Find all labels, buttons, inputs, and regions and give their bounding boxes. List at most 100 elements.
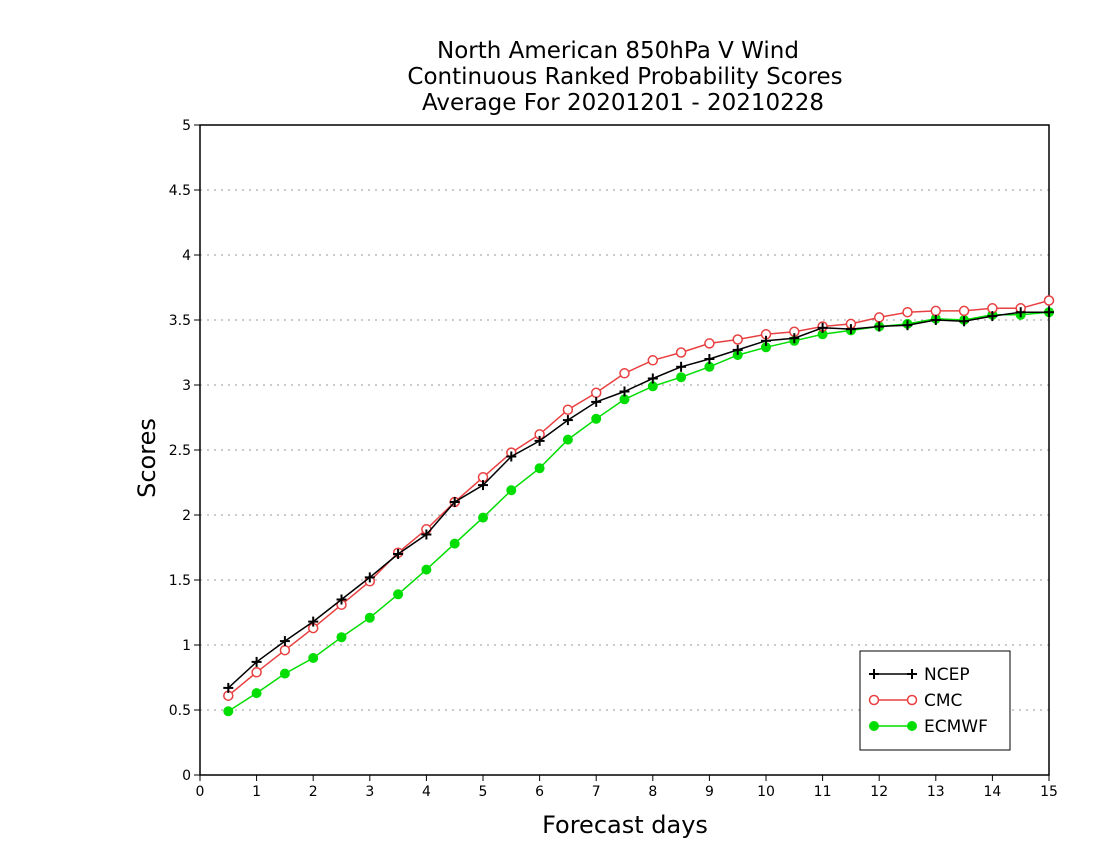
data-point-ncep — [449, 497, 460, 507]
data-point-cmc — [873, 312, 885, 323]
data-point-ncep — [506, 451, 517, 462]
legend-label-cmc: CMC — [924, 691, 962, 711]
x-tick-label: 9 — [705, 784, 714, 800]
data-point-ncep — [732, 344, 743, 355]
data-series — [223, 295, 1055, 717]
chart-title-line-3: Average For 20201201 - 20210228 — [422, 90, 824, 116]
legend-marker-cmc — [906, 694, 918, 706]
x-tick-label: 1 — [252, 784, 261, 800]
data-point-ecmwf — [393, 589, 404, 600]
legend-marker-ecmwf — [907, 721, 917, 731]
data-point-ecmwf — [478, 512, 488, 523]
y-tick-label: 4 — [182, 248, 191, 264]
data-point-ncep — [1015, 307, 1026, 318]
data-point-cmc — [704, 338, 715, 349]
x-tick-label: 4 — [422, 784, 431, 800]
y-tick-label: 3.5 — [169, 313, 191, 329]
chart-title-line-2: Continuous Ranked Probability Scores — [407, 64, 842, 90]
data-point-ecmwf — [562, 434, 573, 445]
data-point-ncep — [704, 354, 715, 364]
series-cmc — [223, 295, 1055, 701]
legend-item-cmc: CMC — [868, 691, 962, 711]
legend-marker-ncep — [869, 669, 879, 679]
data-point-ecmwf — [364, 612, 375, 623]
data-point-ncep — [534, 435, 545, 446]
gridlines — [200, 189, 1049, 711]
data-point-ecmwf — [308, 653, 319, 663]
data-point-ncep — [251, 656, 262, 667]
data-point-ncep — [591, 396, 602, 407]
legend-marker-cmc — [868, 694, 880, 706]
axes: 00.511.522.533.544.550 1 2 3 4 5 6 7 8 9 10 11 12 13 1… — [169, 118, 1058, 800]
legend-label-ecmwf: ECMWF — [924, 717, 988, 737]
data-point-ncep — [761, 335, 771, 346]
data-point-ncep — [364, 572, 375, 583]
data-point-ncep — [619, 386, 630, 397]
data-point-cmc — [732, 334, 743, 345]
x-tick-label: 3 — [365, 784, 374, 800]
x-tick-label: 0 — [196, 784, 205, 800]
legend-item-ecmwf: ECMWF — [869, 717, 988, 737]
x-tick-label: 5 — [479, 784, 488, 800]
y-axis-label: Scores — [133, 418, 161, 498]
data-point-ecmwf — [676, 372, 687, 383]
data-point-ncep — [478, 480, 488, 491]
legend-marker-ecmwf — [869, 721, 879, 731]
y-tick-label: 1.5 — [169, 573, 191, 589]
data-point-ncep — [393, 549, 404, 559]
y-tick-label: 5 — [182, 118, 191, 134]
y-tick-label: 4.5 — [169, 183, 191, 199]
data-point-ncep — [676, 361, 687, 372]
data-point-ecmwf — [336, 632, 347, 643]
data-point-ncep — [874, 321, 885, 332]
data-point-cmc — [251, 667, 262, 678]
y-tick-label: 2.5 — [169, 443, 191, 459]
data-point-ncep — [789, 333, 800, 344]
data-point-ecmwf — [421, 564, 432, 575]
data-point-cmc — [590, 387, 602, 399]
y-tick-label: 0 — [182, 768, 191, 784]
data-point-ncep — [421, 529, 432, 540]
data-point-ecmwf — [506, 485, 517, 496]
data-point-cmc — [1043, 295, 1055, 306]
series-ncep — [223, 307, 1054, 693]
legend-label-ncep: NCEP — [924, 665, 970, 685]
data-point-ncep — [902, 320, 913, 331]
data-point-ncep — [279, 636, 290, 647]
y-tick-label: 3 — [182, 378, 191, 394]
legend-item-ncep: NCEP — [869, 665, 970, 685]
data-point-cmc — [279, 644, 291, 656]
data-point-ecmwf — [251, 688, 262, 699]
x-tick-label: 10 — [757, 784, 775, 800]
x-tick-label: 14 — [983, 784, 1001, 800]
x-tick-label: 11 — [814, 784, 832, 800]
data-point-cmc — [958, 305, 970, 317]
chart-title: North American 850hPa V Wind Continuous … — [407, 38, 842, 116]
series-line-ncep — [227, 311, 1049, 689]
x-tick-label: 13 — [927, 784, 945, 800]
data-point-ncep — [959, 316, 970, 327]
data-point-ncep — [1044, 307, 1054, 318]
data-point-ecmwf — [223, 706, 234, 717]
data-point-cmc — [930, 305, 942, 317]
legend: NCEP CMC ECMWF — [859, 650, 1011, 751]
data-point-cmc — [902, 306, 913, 318]
data-point-ecmwf — [591, 413, 602, 424]
data-point-cmc — [562, 404, 574, 415]
data-point-ncep — [562, 415, 573, 426]
data-point-cmc — [675, 347, 687, 358]
data-point-ncep — [987, 311, 998, 322]
x-tick-label: 12 — [870, 784, 888, 800]
y-tick-label: 2 — [182, 508, 191, 524]
x-tick-label: 8 — [648, 784, 657, 800]
y-tick-label: 1 — [182, 638, 191, 654]
data-point-ncep — [845, 324, 856, 335]
data-point-ncep — [223, 682, 234, 693]
x-tick-label: 15 — [1040, 784, 1058, 800]
series-line-cmc — [227, 299, 1050, 697]
data-point-ncep — [930, 315, 941, 325]
data-point-ncep — [308, 616, 319, 627]
data-point-ecmwf — [534, 463, 545, 474]
data-point-ncep — [817, 322, 828, 333]
legend-marker-ncep — [907, 669, 917, 679]
